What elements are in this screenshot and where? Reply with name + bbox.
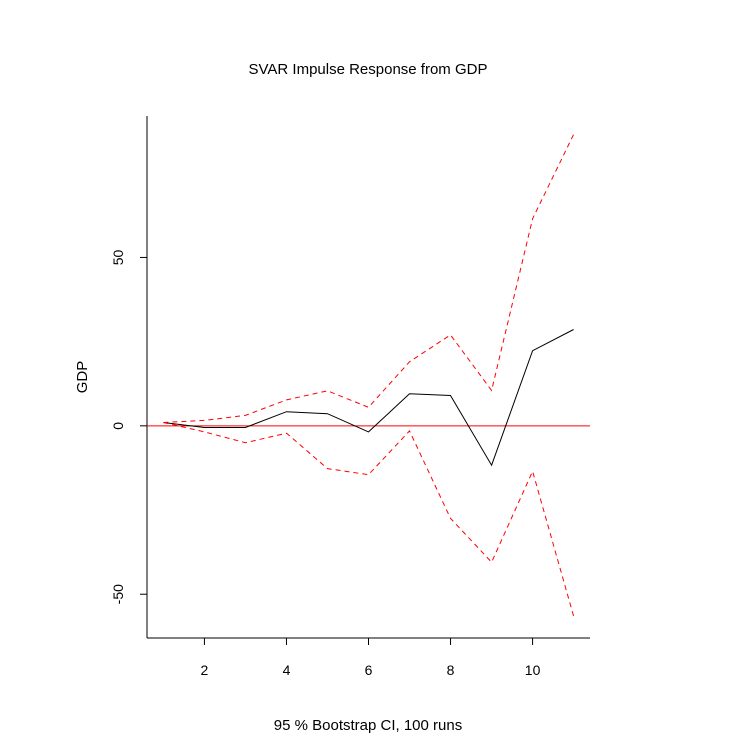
y-tick-label: 50 xyxy=(110,249,126,265)
chart-subtitle: 95 % Bootstrap CI, 100 runs xyxy=(274,717,462,734)
x-tick-label: 8 xyxy=(447,662,455,678)
x-tick-label: 4 xyxy=(283,662,291,678)
plot-area: 2 4 6 8 10 -50 0 50 xyxy=(110,116,590,678)
series-response-line xyxy=(163,329,574,467)
x-tick-label: 2 xyxy=(201,662,209,678)
chart-title: SVAR Impulse Response from GDP xyxy=(249,61,488,78)
y-axis-label: GDP xyxy=(74,361,91,394)
series-lower-ci-line xyxy=(163,422,575,617)
y-tick-label: 0 xyxy=(110,422,126,430)
x-tick-label: 10 xyxy=(525,662,541,678)
y-tick-label: -50 xyxy=(110,584,126,604)
x-tick-label: 6 xyxy=(365,662,373,678)
series-upper-ci-line xyxy=(163,134,575,423)
